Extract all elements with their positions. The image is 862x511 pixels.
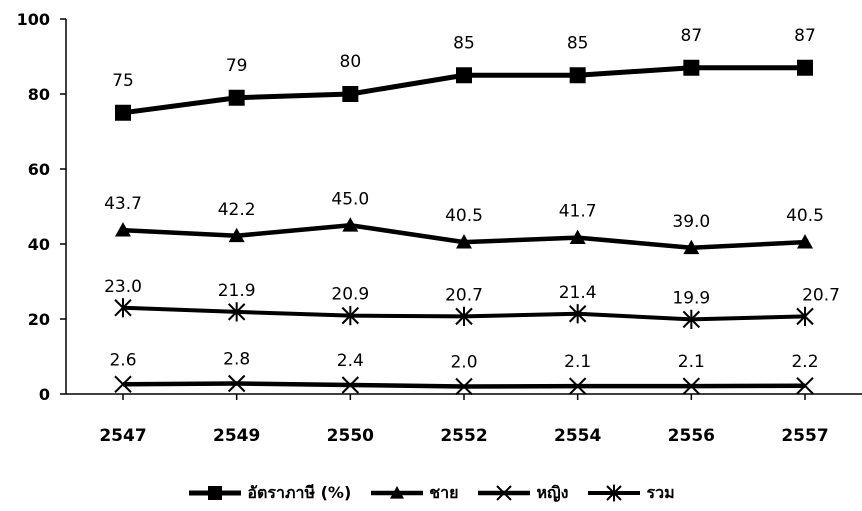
legend-item: อัตราภาษี (%) [187, 481, 351, 506]
data-labels: 75 79 80 85 85 87 87 43.7 42.2 45.0 40.5 41.7 39.0 40… [104, 26, 840, 373]
data-point [569, 67, 586, 84]
data-label: 2.1 [564, 352, 591, 372]
x-tick-label: 2556 [668, 426, 715, 446]
data-point [227, 374, 246, 393]
data-point [569, 229, 586, 245]
data-label: 43.7 [104, 194, 142, 214]
data-label: 20.7 [445, 285, 483, 305]
line-chart: 0 20 40 60 80 100 2547 2549 2550 2552 2554 2556 2557… [17, 10, 862, 446]
data-point [683, 239, 700, 255]
data-label: 21.4 [559, 283, 597, 303]
data-point [115, 104, 131, 121]
data-label: 87 [681, 26, 703, 46]
legend-swatch-star-icon [588, 484, 641, 502]
data-point [228, 227, 245, 243]
data-label: 2.8 [223, 350, 250, 370]
x-tick-label: 2557 [781, 426, 828, 446]
data-point [342, 86, 359, 102]
axes: 0 20 40 60 80 100 2547 2549 2550 2552 2554 2556 2557 [17, 10, 862, 446]
data-point [456, 234, 472, 249]
legend-item: ชาย [369, 481, 458, 506]
data-point [683, 59, 700, 76]
x-tick-label: 2549 [213, 426, 260, 446]
data-label: 79 [226, 56, 248, 76]
legend-item: หญิง [476, 481, 568, 506]
data-label: 2.0 [450, 353, 477, 373]
legend-marker [606, 484, 623, 502]
data-label: 85 [567, 33, 589, 53]
series-markers [114, 59, 814, 396]
data-label: 2.4 [337, 351, 364, 371]
data-label: 41.7 [559, 202, 597, 222]
data-point [114, 375, 132, 393]
legend: อัตราภาษี (%) ชาย หญิง รวม [0, 478, 862, 508]
data-point [568, 377, 587, 395]
data-label: 20.7 [802, 285, 840, 305]
data-point [455, 306, 473, 326]
y-tick-label: 100 [17, 10, 50, 29]
x-tick-label: 2550 [327, 426, 374, 446]
data-label: 80 [340, 52, 362, 72]
data-point [114, 298, 132, 318]
y-tick-label: 60 [28, 160, 50, 179]
data-label: 20.9 [331, 285, 369, 305]
data-point [682, 377, 701, 395]
data-point [455, 377, 473, 396]
data-point [456, 67, 472, 84]
data-point [568, 304, 587, 324]
data-label: 45.0 [331, 189, 369, 209]
legend-marker [390, 486, 405, 499]
data-label: 40.5 [445, 206, 483, 226]
legend-label: ชาย [429, 482, 459, 502]
data-label: 85 [453, 33, 475, 53]
data-label: 2.1 [678, 352, 705, 372]
legend-item: รวม [586, 481, 675, 506]
data-point [342, 217, 359, 232]
data-point [227, 302, 246, 322]
data-label: 40.5 [786, 206, 824, 226]
x-tick-label: 2547 [99, 426, 146, 446]
legend-swatch-triangle-icon [371, 486, 424, 499]
data-point [341, 376, 360, 394]
data-point [797, 234, 813, 249]
legend-label: อัตราภาษี (%) [247, 482, 352, 502]
legend-label: รวม [646, 482, 675, 502]
legend-marker [208, 486, 223, 500]
data-point [341, 306, 360, 326]
data-label: 42.2 [218, 200, 256, 220]
data-label: 75 [112, 71, 134, 91]
data-label: 39.0 [672, 212, 710, 232]
data-point [115, 222, 131, 237]
data-point [796, 306, 814, 326]
x-tick-label: 2554 [554, 426, 601, 446]
data-point [796, 377, 814, 395]
y-tick-label: 40 [28, 235, 50, 254]
legend-marker [496, 485, 513, 501]
y-tick-label: 0 [39, 385, 50, 404]
data-label: 23.0 [104, 277, 142, 297]
data-label: 2.2 [791, 352, 818, 372]
legend-swatch-square-icon [189, 486, 242, 500]
data-label: 21.9 [218, 281, 256, 301]
y-tick-label: 80 [28, 85, 50, 104]
data-label: 2.6 [109, 350, 136, 370]
x-tick-label: 2552 [440, 426, 487, 446]
legend-label: หญิง [536, 482, 569, 502]
data-label: 87 [794, 26, 816, 46]
data-label: 19.9 [672, 288, 710, 308]
y-tick-label: 20 [28, 310, 50, 329]
data-point [682, 309, 701, 329]
legend-swatch-x-icon [478, 485, 531, 501]
data-point [797, 59, 813, 76]
data-point [228, 89, 245, 106]
